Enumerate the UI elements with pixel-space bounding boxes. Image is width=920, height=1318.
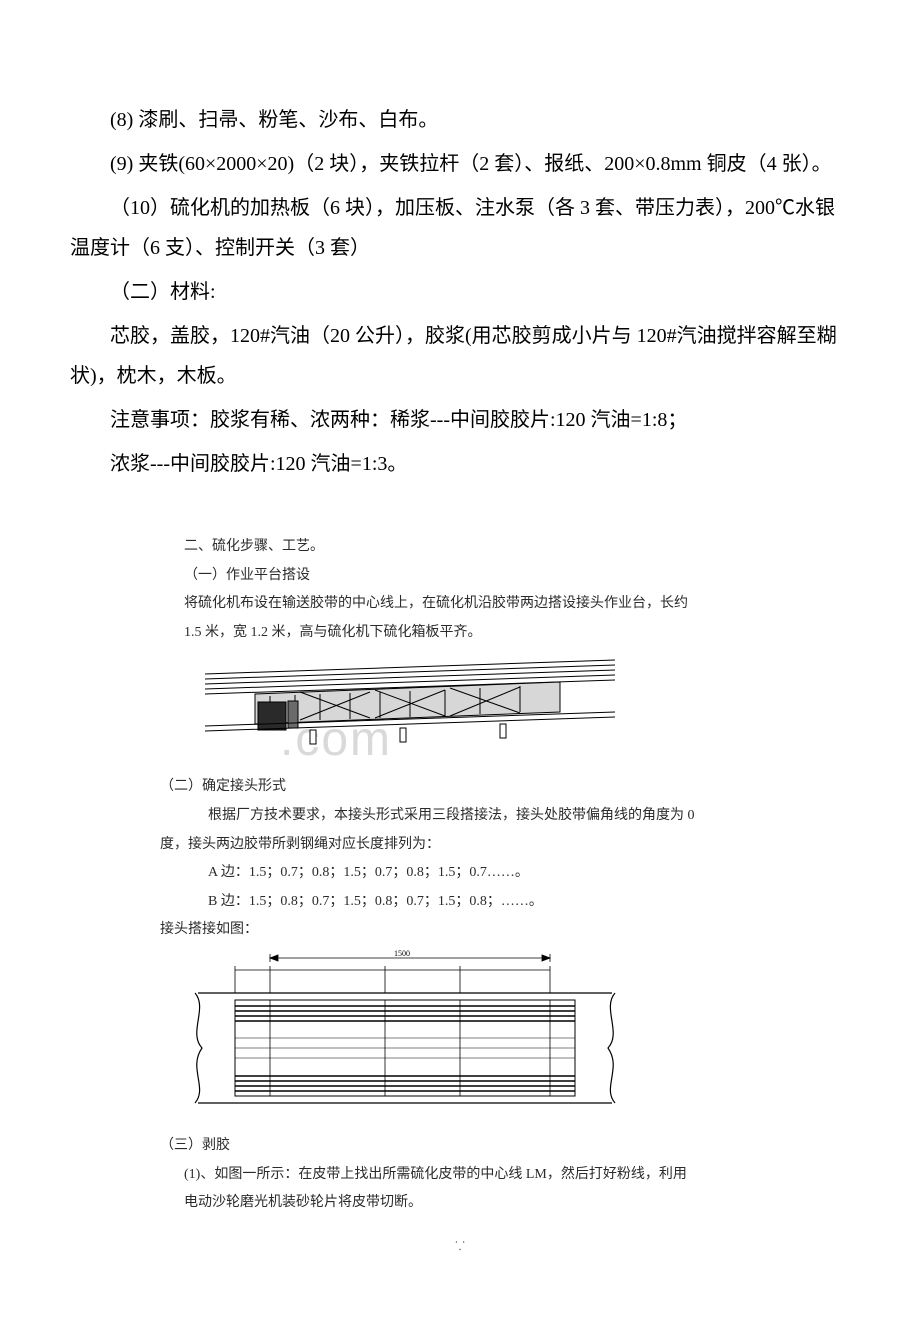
para-note-1: 注意事项：胶浆有稀、浓两种：稀浆---中间胶胶片:120 汽油=1:8； <box>70 400 850 440</box>
emb-s1-l2: 1.5 米，宽 1.2 米，高与硫化机下硫化箱板平齐。 <box>160 620 760 647</box>
emb-s2-l1: 根据厂方技术要求，本接头形式采用三段搭接法，接头处胶带偏角线的角度为 0 <box>160 803 760 830</box>
para-materials-title: （二）材料: <box>70 272 850 312</box>
emb-s1-title: （一）作业平台搭设 <box>160 563 760 590</box>
emb-s2-a: A 边：1.5；0.7；0.8；1.5；0.7；0.8；1.5；0.7……。 <box>160 860 760 887</box>
document-page: (8) 漆刷、扫帚、粉笔、沙布、白布。 (9) 夹铁(60×2000×20)（2… <box>0 0 920 1318</box>
emb-s2-b: B 边：1.5；0.8；0.7；1.5；0.8；0.7；1.5；0.8；……。 <box>160 889 760 916</box>
para-9: (9) 夹铁(60×2000×20)（2 块），夹铁拉杆（2 套）、报纸、200… <box>70 144 850 184</box>
diagram-platform <box>200 652 620 762</box>
diagram-splice: 1500 <box>190 948 620 1123</box>
emb-s3-l1: (1)、如图一所示：在皮带上找出所需硫化皮带的中心线 LM，然后打好粉线，利用 <box>160 1162 760 1189</box>
dim-1500: 1500 <box>394 949 410 958</box>
embedded-section: .com 二、硫化步骤、工艺。 （一）作业平台搭设 将硫化机布设在输送胶带的中心… <box>160 534 760 1258</box>
emb-s1-l1: 将硫化机布设在输送胶带的中心线上，在硫化机沿胶带两边搭设接头作业台，长约 <box>160 591 760 618</box>
emb-s2-title: （二）确定接头形式 <box>160 774 760 801</box>
para-10: （10）硫化机的加热板（6 块），加压板、注水泵（各 3 套、带压力表），200… <box>70 188 850 268</box>
emb-s2-l2: 度，接头两边胶带所剥钢绳对应长度排列为： <box>160 832 760 859</box>
emb-s2-l3: 接头搭接如图： <box>160 917 760 944</box>
emb-s3-title: （三）剥胶 <box>160 1133 760 1160</box>
para-note-2: 浓浆---中间胶胶片:120 汽油=1:3。 <box>70 444 850 484</box>
page-marker: ⸪ <box>160 1235 760 1258</box>
para-8: (8) 漆刷、扫帚、粉笔、沙布、白布。 <box>70 100 850 140</box>
emb-h1: 二、硫化步骤、工艺。 <box>160 534 760 561</box>
emb-s3-l2: 电动沙轮磨光机装砂轮片将皮带切断。 <box>160 1190 760 1217</box>
para-materials-body: 芯胶，盖胶，120#汽油（20 公升），胶浆(用芯胶剪成小片与 120#汽油搅拌… <box>70 316 850 396</box>
